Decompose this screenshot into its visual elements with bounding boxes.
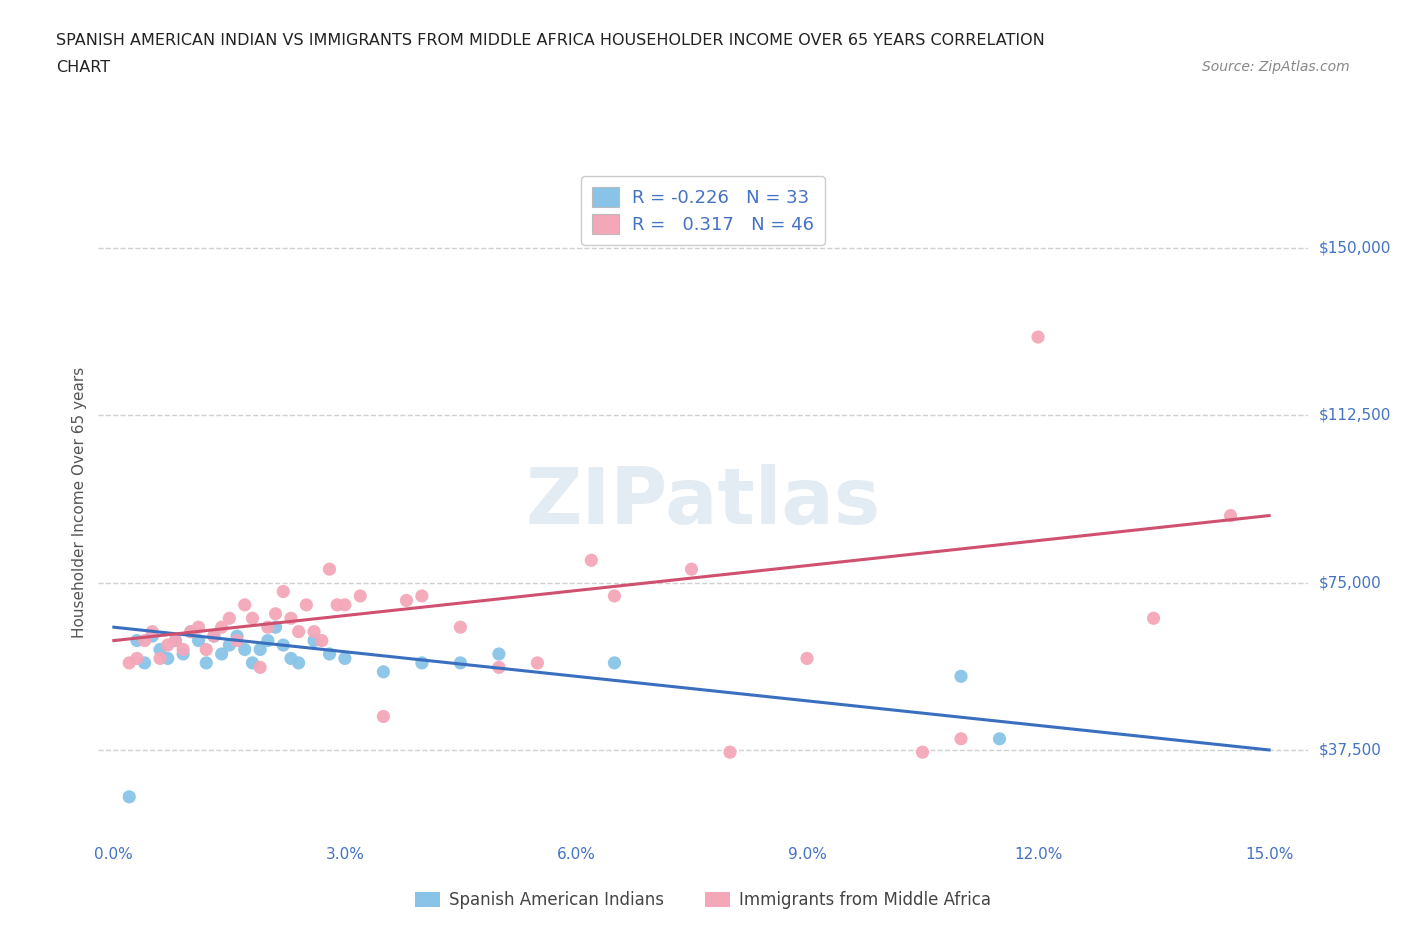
- Point: [180, 624, 202, 639]
- Point: [156, 651, 179, 666]
- Point: [195, 642, 218, 657]
- Point: [165, 633, 187, 648]
- Point: [233, 642, 256, 657]
- Point: [449, 619, 471, 634]
- Point: [211, 646, 233, 661]
- Point: [118, 656, 141, 671]
- Point: [180, 624, 202, 639]
- Point: [118, 790, 141, 804]
- Point: [165, 633, 187, 648]
- Point: [318, 646, 340, 661]
- Text: $37,500: $37,500: [1319, 742, 1382, 757]
- Point: [172, 646, 194, 661]
- Point: [395, 593, 418, 608]
- Text: SPANISH AMERICAN INDIAN VS IMMIGRANTS FROM MIDDLE AFRICA HOUSEHOLDER INCOME OVER: SPANISH AMERICAN INDIAN VS IMMIGRANTS FR…: [56, 33, 1045, 47]
- Point: [302, 624, 325, 639]
- Y-axis label: Householder Income Over 65 years: Householder Income Over 65 years: [72, 366, 87, 638]
- Point: [257, 619, 280, 634]
- Point: [172, 642, 194, 657]
- Point: [271, 638, 294, 653]
- Point: [242, 656, 264, 671]
- Point: [187, 619, 209, 634]
- Point: [311, 633, 333, 648]
- Point: [318, 562, 340, 577]
- Point: [411, 656, 433, 671]
- Text: CHART: CHART: [56, 60, 110, 75]
- Point: [218, 611, 240, 626]
- Point: [156, 638, 179, 653]
- Point: [242, 611, 264, 626]
- Point: [195, 656, 218, 671]
- Point: [271, 584, 294, 599]
- Point: [249, 660, 271, 675]
- Point: [988, 731, 1011, 746]
- Point: [264, 619, 287, 634]
- Point: [233, 597, 256, 612]
- Point: [249, 642, 271, 657]
- Point: [295, 597, 318, 612]
- Legend: Spanish American Indians, Immigrants from Middle Africa: Spanish American Indians, Immigrants fro…: [409, 884, 997, 916]
- Text: Source: ZipAtlas.com: Source: ZipAtlas.com: [1202, 60, 1350, 74]
- Point: [488, 646, 510, 661]
- Point: [134, 633, 156, 648]
- Point: [603, 589, 626, 604]
- Point: [1026, 329, 1049, 344]
- Text: ZIPatlas: ZIPatlas: [526, 464, 880, 540]
- Point: [125, 633, 148, 648]
- Point: [125, 651, 148, 666]
- Point: [141, 629, 163, 644]
- Point: [718, 745, 741, 760]
- Point: [950, 669, 973, 684]
- Point: [950, 731, 973, 746]
- Point: [187, 633, 209, 648]
- Point: [488, 660, 510, 675]
- Point: [333, 597, 356, 612]
- Point: [264, 606, 287, 621]
- Point: [149, 651, 172, 666]
- Point: [681, 562, 703, 577]
- Point: [603, 656, 626, 671]
- Point: [280, 651, 302, 666]
- Point: [302, 633, 325, 648]
- Point: [287, 656, 309, 671]
- Point: [326, 597, 349, 612]
- Point: [796, 651, 818, 666]
- Point: [1219, 508, 1241, 523]
- Point: [211, 619, 233, 634]
- Point: [280, 611, 302, 626]
- Point: [257, 633, 280, 648]
- Point: [218, 638, 240, 653]
- Point: [202, 629, 225, 644]
- Text: $150,000: $150,000: [1319, 240, 1391, 255]
- Text: $75,000: $75,000: [1319, 575, 1382, 590]
- Point: [581, 552, 603, 567]
- Point: [202, 629, 225, 644]
- Point: [373, 709, 395, 724]
- Point: [226, 629, 249, 644]
- Point: [526, 656, 548, 671]
- Point: [911, 745, 934, 760]
- Point: [449, 656, 471, 671]
- Point: [373, 664, 395, 679]
- Point: [1142, 611, 1164, 626]
- Point: [349, 589, 371, 604]
- Point: [134, 656, 156, 671]
- Point: [141, 624, 163, 639]
- Point: [411, 589, 433, 604]
- Point: [333, 651, 356, 666]
- Point: [226, 633, 249, 648]
- Point: [149, 642, 172, 657]
- Point: [287, 624, 309, 639]
- Text: $112,500: $112,500: [1319, 407, 1391, 422]
